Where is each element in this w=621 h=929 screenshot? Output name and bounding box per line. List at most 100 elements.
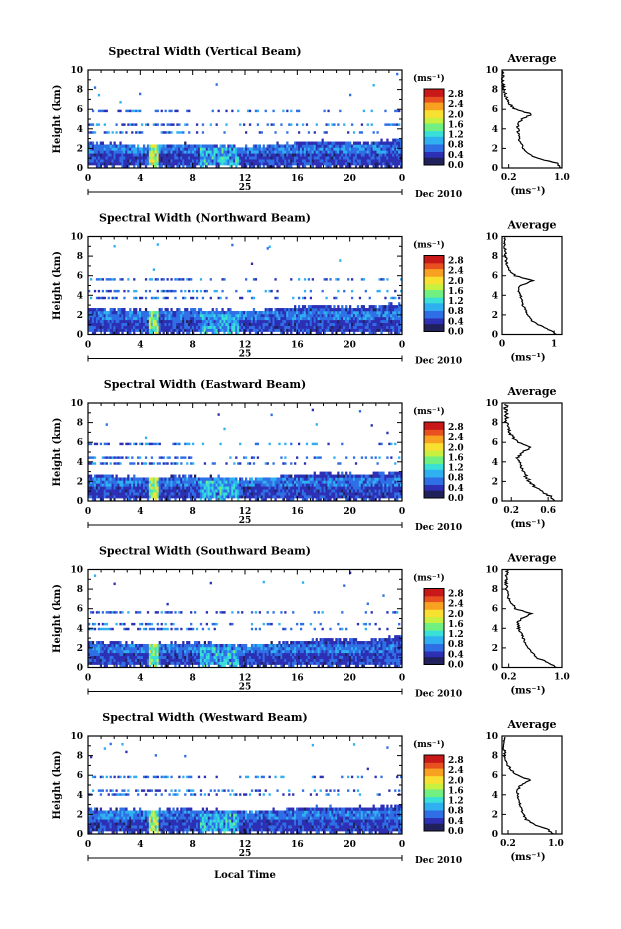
heatmap-cell: [256, 489, 260, 493]
heatmap-cell: [276, 480, 279, 484]
heatmap-cell: [350, 153, 354, 157]
heatmap-cell: [227, 313, 230, 318]
heatmap-cell: [317, 313, 320, 318]
heatmap-cell: [339, 109, 342, 113]
heatmap-cell: [197, 328, 201, 332]
heatmap-cell: [354, 316, 358, 321]
heatmap-cell: [139, 322, 142, 326]
heatmap-cell: [292, 308, 295, 312]
heatmap-cell: [131, 123, 134, 126]
heatmap-cell: [119, 131, 122, 134]
heatmap-cell: [152, 162, 156, 166]
heatmap-cell: [160, 310, 163, 315]
heatmap-cell: [376, 162, 379, 166]
heatmap-cell: [315, 316, 318, 321]
heatmap-cell: [297, 319, 301, 324]
heatmap-cell: [333, 310, 336, 315]
colorbar-segment: [424, 484, 444, 487]
colorbar-tick-label: 2.0: [448, 277, 464, 287]
heatmap-cell: [225, 492, 228, 496]
heatmap-cell: [219, 296, 222, 300]
heatmap-cell: [327, 305, 330, 309]
heatmap-cell: [137, 489, 140, 493]
heatmap-cell: [117, 310, 120, 315]
heatmap-cell: [115, 153, 118, 157]
heatmap-cell: [246, 462, 250, 465]
heatmap-cell: [170, 495, 173, 499]
colorbar-segment: [424, 437, 444, 440]
heatmap-cell: [182, 492, 185, 496]
heatmap-cell: [347, 313, 350, 318]
heatmap-cell: [358, 328, 362, 332]
heatmap-cell: [245, 483, 248, 487]
heatmap-cell: [223, 131, 226, 134]
heatmap-cell: [146, 316, 150, 321]
heatmap-cell: [294, 153, 297, 157]
heatmap-cell: [268, 325, 271, 329]
heatmap-cell: [396, 156, 399, 160]
heatmap-cell: [329, 328, 332, 332]
heatmap-cell: [233, 483, 236, 487]
heatmap-cell: [89, 150, 93, 154]
heatmap-cell: [131, 144, 134, 148]
colorbar-segment: [424, 318, 444, 321]
heatmap-cell: [286, 328, 289, 332]
heatmap-cell: [378, 471, 381, 475]
heatmap-cell: [91, 308, 95, 312]
heatmap-cell: [172, 477, 175, 481]
heatmap-cell: [186, 462, 189, 465]
heatmap-cell: [203, 492, 207, 496]
heatmap-cell: [297, 325, 301, 329]
heatmap-cell: [345, 456, 348, 459]
heatmap-cell: [290, 150, 293, 154]
heatmap-cell: [225, 495, 228, 499]
colorbar-segment: [424, 446, 444, 449]
heatmap-cell: [356, 147, 360, 151]
heatmap-cell: [370, 495, 373, 499]
average-y-tick-label: 6: [492, 272, 498, 282]
heatmap-cell: [394, 492, 397, 496]
x-tick-label: 8: [190, 174, 196, 184]
heatmap-cell: [282, 325, 285, 329]
heatmap-cell: [333, 322, 336, 326]
heatmap-cell: [221, 289, 224, 293]
heatmap-cell: [280, 308, 283, 312]
heatmap-cell: [144, 319, 148, 324]
heatmap-cell: [360, 489, 364, 493]
heatmap-cell: [254, 310, 258, 315]
heatmap-cell: [193, 325, 197, 329]
heatmap-cell: [201, 316, 205, 321]
heatmap-cell: [368, 313, 371, 318]
heatmap-cell: [380, 483, 383, 487]
heatmap-cell: [131, 150, 134, 154]
heatmap-cell: [390, 486, 393, 490]
heatmap-cell: [309, 495, 313, 499]
heatmap-cell: [274, 486, 277, 490]
heatmap-cell: [374, 325, 377, 329]
heatmap-cell: [341, 325, 344, 329]
heatmap-cell: [154, 489, 157, 493]
heatmap-cell: [270, 495, 273, 499]
heatmap-cell: [140, 442, 144, 446]
heatmap-cell: [103, 474, 106, 478]
heatmap-cell: [235, 486, 238, 490]
heatmap-cell: [374, 305, 377, 309]
y-axis-label: Height (km): [52, 251, 63, 320]
heatmap-cell: [400, 162, 403, 166]
heatmap-cell: [284, 319, 287, 324]
heatmap-cell: [93, 574, 97, 577]
heatmap-cell: [394, 305, 397, 309]
heatmap-cell: [243, 456, 246, 459]
heatmap-cell: [250, 150, 254, 154]
heatmap-cell: [172, 489, 175, 493]
heatmap-cell: [137, 150, 140, 154]
heatmap-cell: [398, 325, 401, 329]
heatmap-cell: [221, 498, 224, 502]
heatmap-cell: [278, 480, 281, 484]
heatmap-cell: [350, 313, 354, 318]
heatmap-cell: [290, 156, 293, 160]
heatmap-cell: [280, 147, 283, 151]
heatmap-cell: [137, 316, 140, 321]
heatmap-cell: [366, 156, 369, 160]
heatmap-cell: [109, 486, 112, 490]
